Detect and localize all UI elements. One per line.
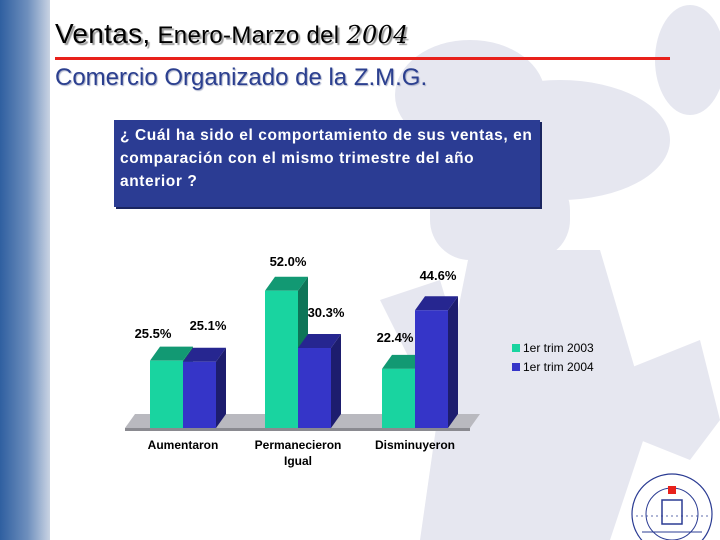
- bar-top-1er-trim-2004-0: [183, 347, 226, 362]
- question-box: ¿ Cuál ha sido el comportamiento de sus …: [114, 120, 540, 207]
- bar-top-1er-trim-2003-0: [150, 346, 193, 361]
- question-text: ¿ Cuál ha sido el comportamiento de sus …: [120, 127, 533, 190]
- title-underline: [55, 57, 670, 60]
- data-label-1er-trim-2004-0: 25.1%: [190, 318, 227, 333]
- bar-side-1er-trim-2004-1: [331, 334, 341, 428]
- category-label-0: Aumentaron: [148, 438, 219, 452]
- bar-top-1er-trim-2004-1: [298, 334, 341, 349]
- slide-title: Ventas, Enero-Marzo del 2004: [55, 18, 409, 49]
- camara-comercio-seal-icon: [631, 473, 713, 540]
- bar-side-1er-trim-2004-0: [216, 347, 226, 428]
- data-label-1er-trim-2003-1: 52.0%: [270, 254, 307, 269]
- category-label-2: Disminuyeron: [375, 438, 455, 452]
- bar-1er-trim-2004-0: [183, 361, 216, 428]
- chart-floor-edge: [125, 428, 470, 431]
- slide-subtitle: Comercio Organizado de la Z.M.G.: [55, 64, 428, 91]
- bar-top-1er-trim-2003-1: [265, 276, 308, 291]
- bar-1er-trim-2003-2: [382, 368, 415, 428]
- bar-1er-trim-2004-2: [415, 310, 448, 428]
- bar-top-1er-trim-2003-2: [382, 354, 425, 369]
- legend-label-1er-trim-2003: 1er trim 2003: [523, 341, 594, 355]
- legend-label-1er-trim-2004: 1er trim 2004: [523, 360, 594, 374]
- data-label-1er-trim-2004-1: 30.3%: [308, 305, 345, 320]
- bar-top-1er-trim-2004-2: [415, 296, 458, 311]
- bar-1er-trim-2003-1: [265, 290, 298, 428]
- bar-1er-trim-2004-1: [298, 348, 331, 428]
- data-label-1er-trim-2003-0: 25.5%: [135, 326, 172, 341]
- left-gradient-band: [0, 0, 50, 540]
- category-label-1: Permanecieron Igual: [255, 438, 342, 468]
- data-label-1er-trim-2003-2: 22.4%: [377, 330, 414, 345]
- bar-side-1er-trim-2004-2: [448, 296, 458, 428]
- legend-swatch-1er-trim-2004: [512, 363, 520, 371]
- data-label-1er-trim-2004-2: 44.6%: [420, 268, 457, 283]
- legend-swatch-1er-trim-2003: [512, 344, 520, 352]
- bar-1er-trim-2003-0: [150, 360, 183, 428]
